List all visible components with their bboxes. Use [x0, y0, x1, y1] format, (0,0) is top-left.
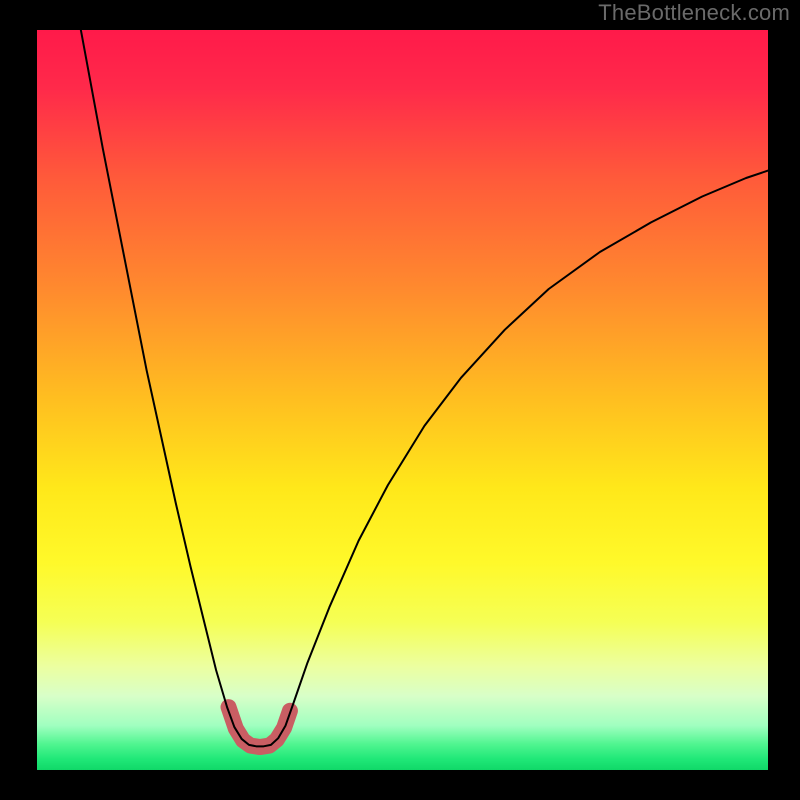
- chart-stage: TheBottleneck.com: [0, 0, 800, 800]
- plot-background: [37, 30, 768, 770]
- bottleneck-chart: [0, 0, 800, 800]
